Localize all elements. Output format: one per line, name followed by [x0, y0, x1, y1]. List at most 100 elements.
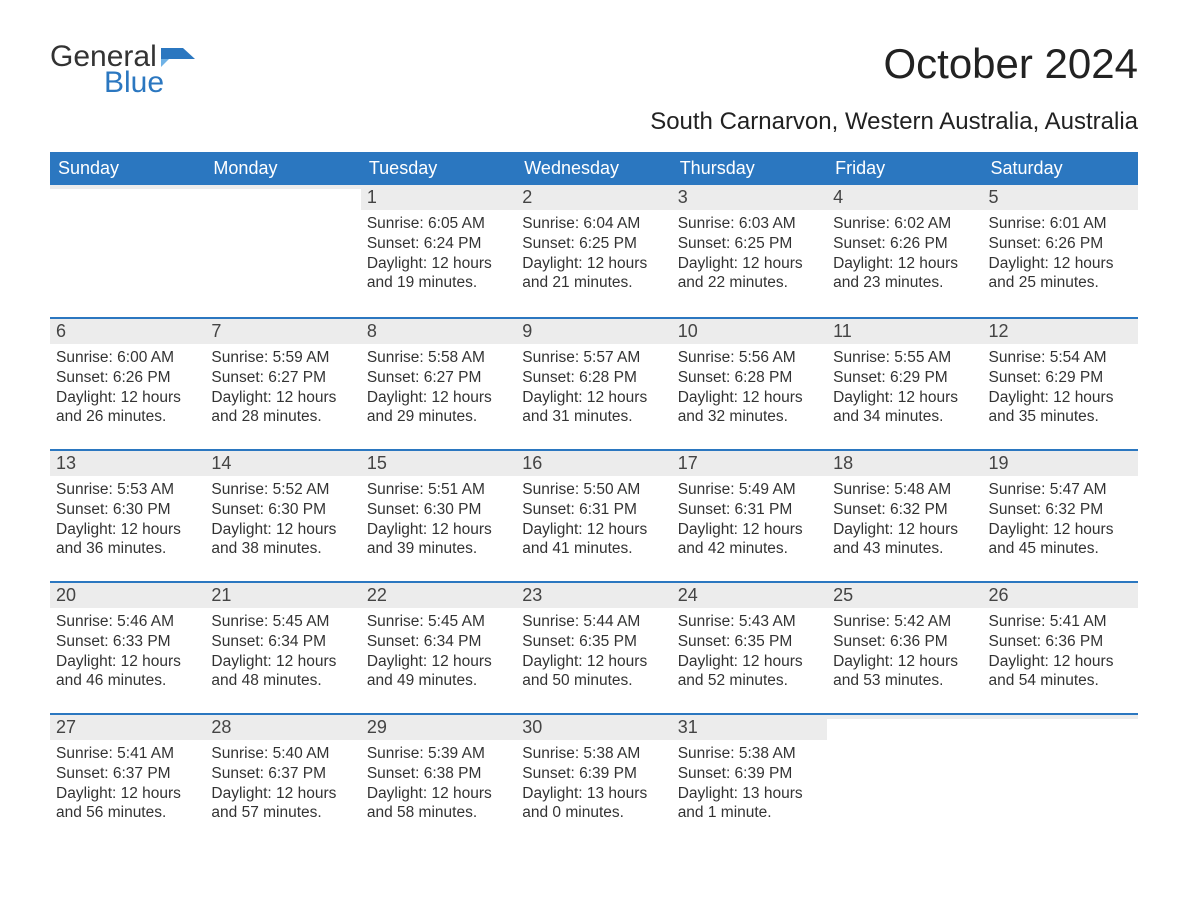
day-number-row: 28 [205, 715, 360, 740]
sunset-text: Sunset: 6:31 PM [678, 500, 821, 520]
daylight-text: Daylight: 12 hours and 25 minutes. [989, 254, 1132, 294]
sunset-text: Sunset: 6:30 PM [211, 500, 354, 520]
day-body: Sunrise: 5:43 AMSunset: 6:35 PMDaylight:… [672, 608, 827, 691]
sunset-text: Sunset: 6:37 PM [211, 764, 354, 784]
day-number: 29 [367, 717, 387, 737]
daylight-text: Daylight: 12 hours and 22 minutes. [678, 254, 821, 294]
day-number: 11 [833, 321, 852, 341]
day-number: 8 [367, 321, 377, 341]
sunrise-text: Sunrise: 5:49 AM [678, 480, 821, 500]
day-body: Sunrise: 5:59 AMSunset: 6:27 PMDaylight:… [205, 344, 360, 427]
sunset-text: Sunset: 6:26 PM [833, 234, 976, 254]
day-number: 12 [989, 321, 1009, 341]
day-cell: 18Sunrise: 5:48 AMSunset: 6:32 PMDayligh… [827, 451, 982, 581]
day-cell: 29Sunrise: 5:39 AMSunset: 6:38 PMDayligh… [361, 715, 516, 845]
page-subtitle: South Carnarvon, Western Australia, Aust… [50, 108, 1138, 136]
logo-word2: Blue [104, 66, 164, 100]
day-number-row: 19 [983, 451, 1138, 476]
day-number-row: 29 [361, 715, 516, 740]
day-body: Sunrise: 5:40 AMSunset: 6:37 PMDaylight:… [205, 740, 360, 823]
sunset-text: Sunset: 6:33 PM [56, 632, 199, 652]
day-number-row: 13 [50, 451, 205, 476]
sunset-text: Sunset: 6:27 PM [211, 368, 354, 388]
sunset-text: Sunset: 6:36 PM [989, 632, 1132, 652]
day-number-row: 24 [672, 583, 827, 608]
sunset-text: Sunset: 6:32 PM [989, 500, 1132, 520]
sunset-text: Sunset: 6:28 PM [522, 368, 665, 388]
day-number-row: 25 [827, 583, 982, 608]
sunrise-text: Sunrise: 5:53 AM [56, 480, 199, 500]
daylight-text: Daylight: 12 hours and 21 minutes. [522, 254, 665, 294]
day-body: Sunrise: 5:55 AMSunset: 6:29 PMDaylight:… [827, 344, 982, 427]
sunset-text: Sunset: 6:34 PM [211, 632, 354, 652]
day-body: Sunrise: 5:48 AMSunset: 6:32 PMDaylight:… [827, 476, 982, 559]
daylight-text: Daylight: 12 hours and 50 minutes. [522, 652, 665, 692]
day-number: 31 [678, 717, 698, 737]
day-cell: 23Sunrise: 5:44 AMSunset: 6:35 PMDayligh… [516, 583, 671, 713]
daylight-text: Daylight: 12 hours and 26 minutes. [56, 388, 199, 428]
sunrise-text: Sunrise: 5:59 AM [211, 348, 354, 368]
daylight-text: Daylight: 12 hours and 56 minutes. [56, 784, 199, 824]
day-number-row: 10 [672, 319, 827, 344]
day-number-row: 17 [672, 451, 827, 476]
daylight-text: Daylight: 12 hours and 57 minutes. [211, 784, 354, 824]
day-number-row: 31 [672, 715, 827, 740]
day-body: Sunrise: 5:41 AMSunset: 6:36 PMDaylight:… [983, 608, 1138, 691]
sunrise-text: Sunrise: 5:50 AM [522, 480, 665, 500]
sunrise-text: Sunrise: 5:52 AM [211, 480, 354, 500]
header: General Blue October 2024 [50, 40, 1138, 100]
day-cell: 17Sunrise: 5:49 AMSunset: 6:31 PMDayligh… [672, 451, 827, 581]
day-header: Sunday [50, 152, 205, 185]
day-cell [205, 185, 360, 317]
sunrise-text: Sunrise: 5:45 AM [367, 612, 510, 632]
day-cell: 25Sunrise: 5:42 AMSunset: 6:36 PMDayligh… [827, 583, 982, 713]
day-number: 3 [678, 187, 688, 207]
sunrise-text: Sunrise: 5:45 AM [211, 612, 354, 632]
sunrise-text: Sunrise: 5:46 AM [56, 612, 199, 632]
daylight-text: Daylight: 12 hours and 53 minutes. [833, 652, 976, 692]
day-cell [827, 715, 982, 845]
sunrise-text: Sunrise: 5:58 AM [367, 348, 510, 368]
sunset-text: Sunset: 6:39 PM [678, 764, 821, 784]
daylight-text: Daylight: 12 hours and 31 minutes. [522, 388, 665, 428]
daylight-text: Daylight: 12 hours and 58 minutes. [367, 784, 510, 824]
day-body [50, 189, 205, 193]
sunrise-text: Sunrise: 5:56 AM [678, 348, 821, 368]
day-number: 30 [522, 717, 542, 737]
day-number-row: 21 [205, 583, 360, 608]
day-body: Sunrise: 5:46 AMSunset: 6:33 PMDaylight:… [50, 608, 205, 691]
day-body: Sunrise: 5:51 AMSunset: 6:30 PMDaylight:… [361, 476, 516, 559]
day-number-row: 4 [827, 185, 982, 210]
day-header: Friday [827, 152, 982, 185]
daylight-text: Daylight: 12 hours and 48 minutes. [211, 652, 354, 692]
day-cell: 5Sunrise: 6:01 AMSunset: 6:26 PMDaylight… [983, 185, 1138, 317]
day-number: 19 [989, 453, 1009, 473]
sunrise-text: Sunrise: 5:48 AM [833, 480, 976, 500]
sunrise-text: Sunrise: 6:03 AM [678, 214, 821, 234]
day-body: Sunrise: 5:57 AMSunset: 6:28 PMDaylight:… [516, 344, 671, 427]
day-cell: 15Sunrise: 5:51 AMSunset: 6:30 PMDayligh… [361, 451, 516, 581]
sunset-text: Sunset: 6:37 PM [56, 764, 199, 784]
day-header: Tuesday [361, 152, 516, 185]
sunset-text: Sunset: 6:39 PM [522, 764, 665, 784]
sunset-text: Sunset: 6:25 PM [678, 234, 821, 254]
sunrise-text: Sunrise: 5:39 AM [367, 744, 510, 764]
sunrise-text: Sunrise: 5:55 AM [833, 348, 976, 368]
sunset-text: Sunset: 6:30 PM [367, 500, 510, 520]
daylight-text: Daylight: 12 hours and 23 minutes. [833, 254, 976, 294]
daylight-text: Daylight: 12 hours and 52 minutes. [678, 652, 821, 692]
daylight-text: Daylight: 12 hours and 36 minutes. [56, 520, 199, 560]
day-cell: 21 Sunrise: 5:45 AMSunset: 6:34 PMDayligh… [205, 583, 360, 713]
sunset-text: Sunset: 6:28 PM [678, 368, 821, 388]
logo-flag-icon [161, 48, 195, 75]
day-number: 22 [367, 585, 387, 605]
day-cell: 11 Sunrise: 5:55 AMSunset: 6:29 PMDayligh… [827, 319, 982, 449]
day-header-row: SundayMondayTuesdayWednesdayThursdayFrid… [50, 152, 1138, 185]
daylight-text: Daylight: 12 hours and 28 minutes. [211, 388, 354, 428]
day-number-row: 22 [361, 583, 516, 608]
day-body: Sunrise: 6:02 AMSunset: 6:26 PMDaylight:… [827, 210, 982, 293]
title-block: October 2024 [883, 40, 1138, 88]
calendar: SundayMondayTuesdayWednesdayThursdayFrid… [50, 152, 1138, 845]
day-cell: 31Sunrise: 5:38 AMSunset: 6:39 PMDayligh… [672, 715, 827, 845]
day-cell: 24Sunrise: 5:43 AMSunset: 6:35 PMDayligh… [672, 583, 827, 713]
